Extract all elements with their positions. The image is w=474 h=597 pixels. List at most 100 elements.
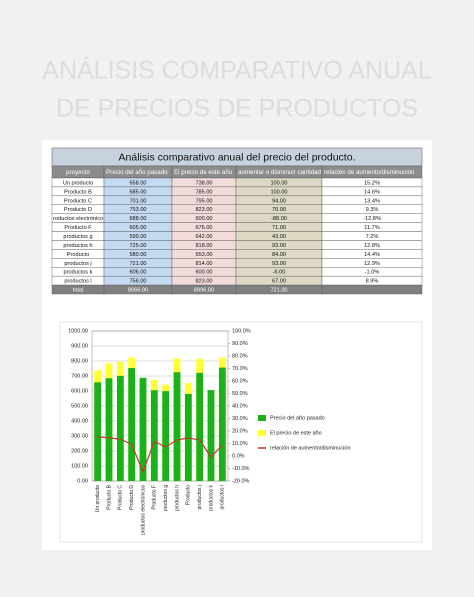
y2-tick-label: -20.0%	[232, 478, 250, 484]
cell-text: 600.00	[195, 216, 212, 222]
cell-text: 701.00	[129, 198, 146, 204]
cell	[321, 284, 423, 295]
y2-tick-label: 60.0%	[232, 378, 248, 384]
y2-tick-label: 80.0%	[232, 353, 248, 359]
title-line: ANÁLISIS COMPARATIVO ANUAL	[42, 56, 432, 85]
title-line: DE PRECIOS DE PRODUCTOS	[56, 95, 418, 123]
cell-text: productos k	[64, 270, 93, 276]
y-tick-label: 700.00	[71, 373, 88, 379]
cell-text: 7.2%	[366, 234, 379, 240]
y-tick-label: 500.00	[71, 403, 88, 409]
cell-text: 14.4%	[364, 252, 380, 258]
cell-text: 15.2%	[364, 180, 380, 186]
y2-tick-label: 100.0%	[232, 328, 251, 334]
cell-text: 8066.00	[128, 288, 148, 294]
cell-text: 818.00	[195, 243, 212, 249]
header-text: relación de aumento/disminución	[324, 169, 415, 176]
cell-text: 100.00	[270, 180, 287, 186]
header-text: proyecto	[66, 169, 90, 176]
y-tick-label: 900.00	[71, 343, 88, 349]
cell-text: Producto D	[64, 207, 92, 213]
cell-text: 94.00	[272, 198, 286, 204]
cell-text: 753.00	[129, 207, 146, 213]
y2-tick-label: 30.0%	[232, 416, 248, 422]
bar	[116, 375, 124, 481]
x-tick-label: productos g	[163, 485, 169, 511]
y-tick-label: 1000.00	[68, 328, 88, 334]
cell-text: 11.7%	[364, 225, 379, 231]
bar	[173, 372, 181, 481]
x-tick-label: Producto F	[152, 485, 158, 509]
y2-tick-label: 50.0%	[232, 391, 248, 397]
legend-label: El precio de este año	[270, 430, 322, 436]
cell-text: 8.9%	[366, 279, 379, 285]
bar	[207, 390, 215, 481]
y2-tick-label: 90.0%	[232, 341, 248, 347]
x-tick-label: Un producto	[95, 485, 101, 512]
header-text: Precio del año pasado	[106, 169, 168, 176]
line-series	[97, 436, 223, 474]
x-tick-label: productos electrónicos	[140, 485, 146, 536]
cell-text: 93.00	[272, 261, 286, 267]
y2-tick-label: -10.0%	[232, 466, 250, 472]
cell-text: 814.00	[195, 261, 212, 267]
cell-text: 14.6%	[364, 189, 380, 195]
cell-text: 12.8%	[364, 243, 380, 249]
cell-text: 685.00	[129, 189, 146, 195]
cell-text: 67.00	[272, 279, 286, 285]
cell-text: -1.0%	[365, 270, 380, 276]
x-tick-label: productos l	[220, 485, 226, 509]
cell-text: Producto C	[64, 198, 92, 204]
cell-text: productos g	[63, 234, 92, 240]
y-tick-label: 200.00	[71, 448, 88, 454]
legend-label: relación de aumento/disminución	[270, 445, 350, 451]
cell-text: 13.4%	[364, 198, 380, 204]
y2-tick-label: 40.0%	[232, 403, 248, 409]
y2-tick-label: 20.0%	[232, 428, 248, 434]
x-tick-label: productos h	[174, 485, 180, 511]
bar	[218, 367, 226, 481]
bar	[162, 391, 170, 481]
y-tick-label: 0.00	[77, 478, 88, 484]
cell-text: 599.00	[129, 234, 146, 240]
x-tick-label: Producto B	[106, 484, 112, 509]
cell-text: 756.00	[129, 279, 146, 285]
cell-text: productos h	[63, 243, 92, 249]
y-tick-label: 100.00	[71, 463, 88, 469]
table-title: Análisis comparativo anual del precio de…	[119, 151, 356, 163]
cell-text: 823.00	[195, 207, 212, 213]
y2-tick-label: 10.0%	[232, 441, 248, 447]
cell-text: 9.3%	[366, 207, 379, 213]
cell-text: 12.9%	[364, 261, 380, 267]
cell-text: 71.00	[272, 225, 286, 231]
bar	[94, 382, 102, 481]
cell-text: 580.00	[129, 252, 146, 258]
cell-text: 738.00	[195, 180, 212, 186]
cell-text: 823.00	[195, 279, 212, 285]
cell-text: 653.00	[195, 252, 212, 258]
y-tick-label: 800.00	[71, 358, 88, 364]
x-tick-label: Producto	[186, 485, 192, 505]
cell-text: 100.00	[270, 189, 287, 195]
cell-text: 43.00	[272, 234, 286, 240]
cell-text: productos electrónicos	[50, 216, 106, 222]
legend-swatch	[258, 430, 266, 436]
cell-text: 642.00	[195, 234, 212, 240]
cell-text: -12.8%	[363, 216, 381, 222]
header-text: aumentar o disminuir cantidad	[238, 169, 321, 176]
header-text: El precio de este año	[174, 169, 233, 176]
y-tick-label: 300.00	[71, 433, 88, 439]
cell-text: 795.00	[195, 198, 212, 204]
cell-text: -88.00	[271, 216, 287, 222]
bar	[105, 378, 113, 481]
cell-text: 93.00	[272, 243, 286, 249]
cell-text: Producto B	[64, 189, 92, 195]
cell-text: 84.00	[272, 252, 286, 258]
cell-text: 725.00	[129, 243, 146, 249]
bar	[196, 372, 204, 481]
cell-text: productos l	[64, 279, 91, 285]
cell-text: 688.00	[129, 216, 146, 222]
cell-text: 658.00	[129, 180, 146, 186]
cell-text: 606.00	[129, 270, 146, 276]
